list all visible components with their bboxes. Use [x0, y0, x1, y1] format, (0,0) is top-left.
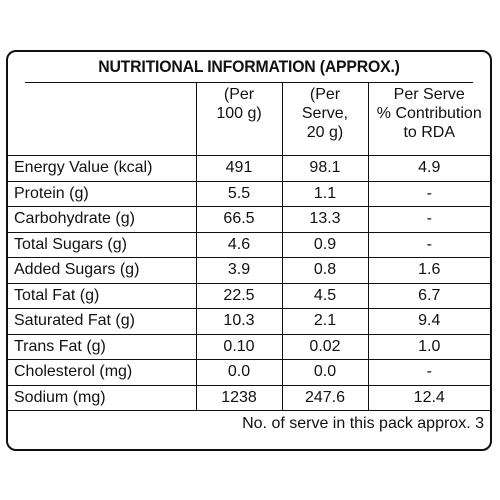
table-row: Carbohydrate (g) 66.5 13.3- [8, 206, 490, 233]
header-per-serve: (Per Serve, 20 g) [281, 83, 369, 156]
value-per-serve: 13.3 [281, 206, 369, 233]
nutrition-panel: NUTRITIONAL INFORMATION (APPROX.) (Per 1… [6, 50, 492, 451]
value-per-100g: 0.10 [195, 333, 283, 360]
value-per-100g: 5.5 [195, 180, 283, 207]
nutrient-label: Saturated Fat (g) [8, 308, 197, 335]
nutrition-table: (Per 100 g) (Per Serve, 20 g) Per Serve … [8, 83, 490, 437]
value-per-100g: 1238 [195, 384, 283, 411]
value-per-serve: 247.6 [281, 384, 369, 411]
table-row: Energy Value (kcal) 491 98.1 4.9 [8, 155, 490, 182]
table-header-row: (Per 100 g) (Per Serve, 20 g) Per Serve … [8, 83, 490, 156]
table-row: Sodium (mg) 1238 247.6 12.4 [8, 384, 490, 411]
value-per-serve: 1.1 [281, 180, 369, 207]
nutrient-label: Trans Fat (g) [8, 333, 197, 360]
header-rda: Per Serve % Contribution to RDA [367, 83, 490, 156]
table-row: Total Fat (g) 22.5 4.5 6.7 [8, 282, 490, 309]
value-per-serve: 4.5 [281, 282, 369, 309]
table-row: Trans Fat (g) 0.10 0.02 1.0 [8, 333, 490, 360]
value-rda: - [367, 359, 490, 386]
value-rda: 1.6 [367, 257, 490, 284]
value-per-serve: 98.1 [281, 155, 369, 182]
nutrient-label: Total Fat (g) [8, 282, 197, 309]
table-row: Protein (g) 5.5 1.1- [8, 180, 490, 207]
nutrient-label: Carbohydrate (g) [8, 206, 197, 233]
table-row: Saturated Fat (g) 10.3 2.1 9.4 [8, 308, 490, 335]
value-rda: - [367, 231, 490, 258]
value-rda: - [367, 180, 490, 207]
nutrient-label: Protein (g) [8, 180, 197, 207]
table-row: Total Sugars (g) 4.6 0.9- [8, 231, 490, 258]
value-per-100g: 10.3 [195, 308, 283, 335]
value-per-100g: 0.0 [195, 359, 283, 386]
nutrient-label: Energy Value (kcal) [8, 155, 197, 182]
value-per-serve: 0.8 [281, 257, 369, 284]
value-rda: 9.4 [367, 308, 490, 335]
value-per-serve: 0.9 [281, 231, 369, 258]
value-rda: - [367, 206, 490, 233]
header-blank [8, 83, 197, 156]
value-rda: 4.9 [367, 155, 490, 182]
value-per-serve: 0.02 [281, 333, 369, 360]
value-per-serve: 0.0 [281, 359, 369, 386]
nutrient-label: Sodium (mg) [8, 384, 197, 411]
value-per-serve: 2.1 [281, 308, 369, 335]
value-per-100g: 66.5 [195, 206, 283, 233]
header-per-100g: (Per 100 g) [195, 83, 283, 156]
value-rda: 1.0 [367, 333, 490, 360]
table-row: Added Sugars (g) 3.9 0.8 1.6 [8, 257, 490, 284]
nutrient-label: Total Sugars (g) [8, 231, 197, 258]
nutrient-label: Cholesterol (mg) [8, 359, 197, 386]
value-per-100g: 4.6 [195, 231, 283, 258]
value-per-100g: 491 [195, 155, 283, 182]
value-per-100g: 3.9 [195, 257, 283, 284]
nutrient-label: Added Sugars (g) [8, 257, 197, 284]
value-rda: 6.7 [367, 282, 490, 309]
serves-note: No. of serve in this pack approx. 3 [242, 415, 484, 432]
panel-title: NUTRITIONAL INFORMATION (APPROX.) [24, 52, 474, 83]
value-per-100g: 22.5 [195, 282, 283, 309]
footer-row: No. of serve in this pack approx. 3 [8, 411, 490, 438]
value-rda: 12.4 [367, 384, 490, 411]
table-row: Cholesterol (mg) 0.0 0.0- [8, 359, 490, 386]
